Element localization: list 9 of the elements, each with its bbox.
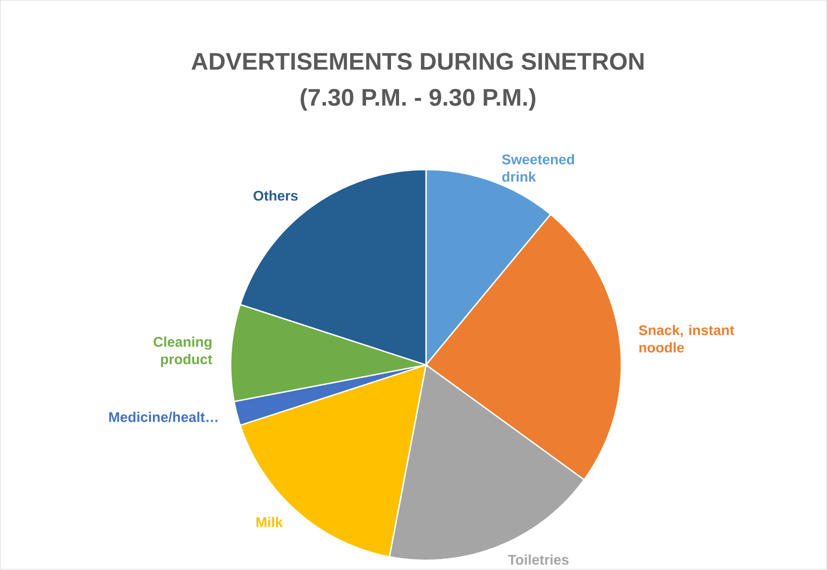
slice-label: Cleaning product [154,336,212,368]
slice-label: Sweetened drink [502,154,574,182]
slice-label: Others [254,190,298,201]
chart-subtitle: (7.30 P.M. - 9.30 P.M.) [300,88,536,111]
slice-label: Snack, instant noodle [638,325,734,353]
chart-title: ADVERTISEMENTS DURING SINETRON [192,53,644,70]
slice-label: Milk [256,517,283,528]
slice-label: Toiletries [508,554,569,565]
slice-label: Medicine/healt… [109,412,218,422]
